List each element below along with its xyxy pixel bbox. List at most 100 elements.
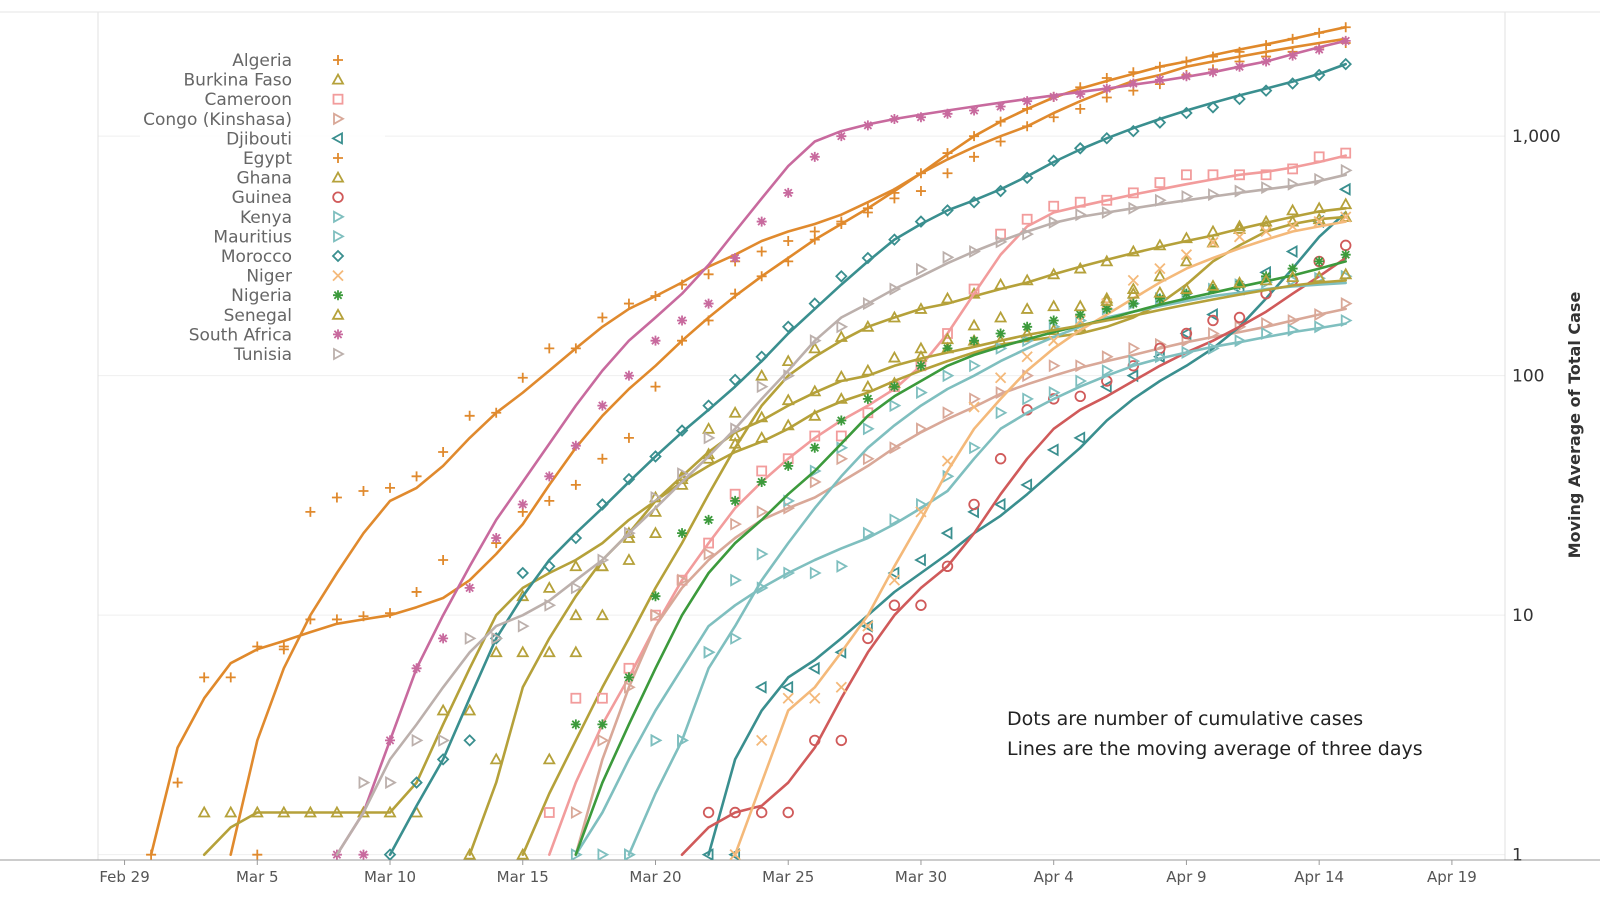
legend-marker-congo-kinshasa xyxy=(333,112,345,126)
data-point-morocco xyxy=(808,297,822,310)
data-point-kenya xyxy=(809,566,822,580)
y-axis-title: Moving Average of Total Case xyxy=(1565,292,1584,559)
data-point-algeria xyxy=(1181,56,1192,67)
data-point-egypt xyxy=(517,372,528,383)
legend-marker-burkina-faso xyxy=(331,72,345,85)
data-point-south-africa xyxy=(1128,78,1139,89)
data-point-tunisia xyxy=(942,250,955,264)
data-point-kenya xyxy=(1234,334,1247,348)
data-point-senegal xyxy=(1206,279,1220,291)
data-point-congo-kinshasa xyxy=(570,805,583,820)
data-point-niger xyxy=(1260,225,1272,238)
data-point-congo-kinshasa xyxy=(756,505,769,519)
data-point-tunisia xyxy=(358,776,371,790)
data-point-egypt xyxy=(862,207,873,218)
data-point-djibouti xyxy=(1206,308,1218,322)
data-point-djibouti xyxy=(887,566,900,580)
data-point-ghana xyxy=(356,805,371,818)
data-point-ghana xyxy=(330,805,344,818)
data-point-morocco xyxy=(755,350,768,363)
data-point-senegal xyxy=(1286,270,1300,282)
data-point-south-africa xyxy=(438,633,449,644)
data-point-senegal xyxy=(1312,270,1326,282)
data-point-morocco xyxy=(622,472,636,486)
data-point-djibouti xyxy=(1338,182,1351,196)
data-point-burkina-faso xyxy=(1020,273,1034,286)
data-point-burkina-faso xyxy=(1312,201,1326,214)
data-point-algeria xyxy=(172,777,183,788)
data-point-congo-kinshasa xyxy=(995,386,1008,400)
data-point-burkina-faso xyxy=(595,608,609,621)
legend-background xyxy=(140,46,385,364)
data-point-guinea xyxy=(782,806,794,819)
data-point-egypt xyxy=(597,312,608,323)
data-point-ghana xyxy=(1206,235,1220,248)
x-tick-label: Apr 4 xyxy=(1034,868,1074,886)
data-point-cameroon xyxy=(1207,169,1219,181)
data-point-tunisia xyxy=(1022,227,1035,241)
data-point-south-africa xyxy=(491,533,502,544)
data-point-guinea xyxy=(1074,390,1086,403)
data-point-ghana xyxy=(1233,222,1247,234)
data-point-burkina-faso xyxy=(755,368,769,381)
legend-marker-mauritius xyxy=(333,229,345,243)
data-point-nigeria xyxy=(703,514,714,525)
data-point-burkina-faso xyxy=(1047,267,1061,280)
data-point-kenya xyxy=(862,526,875,540)
data-point-tunisia xyxy=(1314,172,1327,186)
x-tick-label: Mar 15 xyxy=(497,868,549,886)
legend-marker-south-africa xyxy=(333,329,343,340)
data-point-south-africa xyxy=(1287,50,1298,61)
legend-label: Congo (Kinshasa) xyxy=(143,110,292,130)
data-point-djibouti xyxy=(728,848,741,860)
data-point-senegal xyxy=(1047,299,1061,312)
data-point-guinea xyxy=(755,806,768,819)
legend-item-ghana: Ghana xyxy=(236,169,345,189)
data-point-tunisia xyxy=(1181,189,1194,204)
data-point-senegal xyxy=(1153,285,1167,298)
data-point-morocco xyxy=(1259,84,1273,97)
data-point-djibouti xyxy=(807,661,820,675)
data-point-tunisia xyxy=(783,369,796,383)
data-point-mauritius xyxy=(969,359,981,373)
data-point-morocco xyxy=(436,753,450,766)
data-point-south-africa xyxy=(1261,56,1272,67)
data-point-tunisia xyxy=(650,490,663,505)
data-point-egypt xyxy=(1101,92,1112,103)
data-point-morocco xyxy=(1286,77,1299,90)
data-point-guinea xyxy=(862,632,874,645)
data-point-djibouti xyxy=(1020,478,1033,492)
data-point-egypt xyxy=(969,151,980,162)
data-point-egypt xyxy=(889,193,900,204)
data-point-nigeria xyxy=(756,476,767,487)
series-line-kenya xyxy=(574,322,1347,856)
data-point-cameroon xyxy=(1154,177,1166,189)
data-point-kenya xyxy=(1101,364,1114,378)
data-point-senegal xyxy=(569,608,583,621)
data-point-south-africa xyxy=(1154,74,1165,85)
data-point-south-africa xyxy=(836,131,847,142)
data-point-cameroon xyxy=(756,465,768,477)
data-point-egypt xyxy=(438,447,449,458)
data-point-djibouti xyxy=(1099,380,1112,394)
data-point-burkina-faso xyxy=(1153,238,1167,251)
data-point-burkina-faso xyxy=(542,752,556,765)
legend-item-algeria: Algeria xyxy=(232,51,343,71)
data-point-burkina-faso xyxy=(861,319,875,332)
data-point-mauritius xyxy=(783,494,796,508)
data-point-senegal xyxy=(1259,273,1273,286)
data-point-algeria xyxy=(544,495,555,506)
data-point-senegal xyxy=(542,645,556,658)
data-point-guinea xyxy=(941,560,954,572)
data-point-south-africa xyxy=(464,582,475,593)
data-point-morocco xyxy=(1020,171,1034,185)
data-point-morocco xyxy=(1153,116,1167,129)
data-point-south-africa xyxy=(915,112,926,123)
data-point-nigeria xyxy=(1234,279,1245,290)
data-point-congo-kinshasa xyxy=(862,452,875,466)
data-point-burkina-faso xyxy=(940,291,955,304)
data-point-niger xyxy=(1233,231,1246,243)
data-point-south-africa xyxy=(756,216,767,227)
data-point-tunisia xyxy=(491,631,504,645)
data-point-nigeria xyxy=(677,528,688,539)
